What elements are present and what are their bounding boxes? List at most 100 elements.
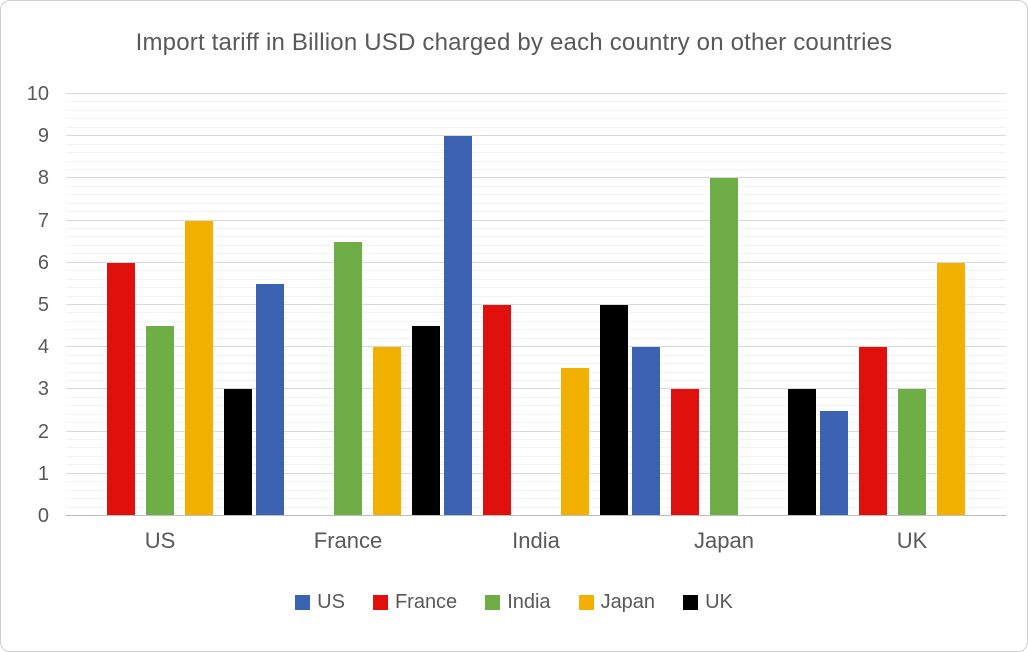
x-axis: US France India Japan UK [66, 528, 1006, 558]
y-tick-label: 3 [37, 378, 49, 401]
minor-gridline [66, 498, 1006, 500]
legend-label: France [394, 591, 458, 613]
legend-label: US [317, 591, 345, 613]
minor-gridline [66, 422, 1006, 424]
minor-gridline [66, 152, 1006, 154]
minor-gridline [66, 228, 1006, 230]
bar-uk-on-japan [788, 389, 816, 516]
minor-gridline [66, 211, 1006, 213]
minor-gridline [66, 278, 1006, 280]
bar-us-on-uk [820, 410, 848, 516]
y-tick-label: 0 [37, 505, 49, 527]
minor-gridline [66, 126, 1006, 128]
minor-gridline [66, 506, 1006, 508]
bar-france-on-japan [671, 389, 699, 516]
legend-swatch-icon [485, 595, 501, 610]
major-gridline [66, 261, 1006, 263]
bar-japan-on-france [373, 347, 401, 516]
legend-swatch-icon [578, 595, 594, 610]
minor-gridline [66, 312, 1006, 314]
minor-gridline [66, 379, 1006, 381]
minor-gridline [66, 371, 1006, 373]
bar-group-india [442, 94, 630, 516]
bar-uk-on-india [600, 305, 628, 516]
major-gridline [66, 346, 1006, 348]
bar-us-on-france [256, 283, 284, 516]
y-tick-label: 8 [37, 167, 49, 190]
y-tick-label: 4 [37, 336, 49, 359]
minor-gridline [66, 320, 1006, 322]
minor-gridline [66, 287, 1006, 289]
minor-gridline [66, 244, 1006, 246]
minor-gridline [66, 464, 1006, 466]
x-tick-label-france: France [313, 528, 383, 553]
minor-gridline [66, 160, 1006, 162]
bar-japan-on-india [561, 368, 589, 516]
bar-india-on-uk [898, 389, 926, 516]
bar-japan-on-us [185, 220, 213, 516]
bar-india-on-japan [710, 178, 738, 516]
major-gridline [66, 472, 1006, 474]
legend: US France India Japan UK [1, 591, 1027, 614]
minor-gridline [66, 481, 1006, 483]
legend-swatch-icon [683, 595, 699, 610]
y-tick-label: 7 [37, 209, 49, 232]
legend-label: Japan [600, 591, 656, 613]
legend-item-uk: UK [683, 591, 733, 614]
x-tick-label-uk: UK [896, 528, 928, 553]
major-gridline [66, 135, 1006, 137]
x-tick-label-india: India [512, 528, 560, 553]
legend-swatch-icon [295, 595, 311, 610]
major-gridline [66, 177, 1006, 179]
major-gridline [66, 304, 1006, 305]
plot-area [66, 93, 1006, 516]
y-tick-label: 2 [37, 420, 49, 443]
minor-gridline [66, 295, 1006, 297]
y-tick-label: 1 [37, 462, 49, 485]
chart-title: Import tariff in Billion USD charged by … [135, 29, 893, 56]
minor-gridline [66, 337, 1006, 339]
minor-gridline [66, 168, 1006, 170]
x-tick-label-us: US [144, 528, 176, 553]
major-gridline [66, 430, 1006, 432]
minor-gridline [66, 413, 1006, 415]
legend-item-france: France [372, 591, 458, 614]
bar-japan-on-uk [937, 262, 965, 516]
bar-india-on-us [146, 326, 174, 516]
bar-group-uk [818, 94, 1006, 516]
bar-us-on-japan [632, 347, 660, 516]
minor-gridline [66, 143, 1006, 145]
minor-gridline [66, 329, 1006, 331]
minor-gridline [66, 253, 1006, 255]
bar-group-france [254, 94, 442, 516]
minor-gridline [66, 455, 1006, 457]
minor-gridline [66, 236, 1006, 238]
minor-gridline [66, 194, 1006, 196]
bar-france-on-uk [859, 347, 887, 516]
x-tick-label-japan: Japan [694, 528, 754, 553]
bar-india-on-france [334, 241, 362, 516]
legend-swatch-icon [372, 595, 388, 610]
minor-gridline [66, 396, 1006, 398]
minor-gridline [66, 489, 1006, 491]
bar-us-on-india [444, 136, 472, 516]
bar-group-japan [630, 94, 818, 516]
major-gridline [66, 93, 1006, 94]
legend-item-india: India [485, 591, 551, 614]
bar-france-on-us [107, 262, 135, 516]
minor-gridline [66, 118, 1006, 120]
major-gridline [66, 388, 1006, 390]
minor-gridline [66, 439, 1006, 441]
y-axis: 0 1 2 3 4 5 6 7 8 9 10 [9, 84, 57, 526]
major-gridline [66, 219, 1006, 221]
minor-gridline [66, 109, 1006, 111]
bar-uk-on-us [224, 389, 252, 516]
bar-france-on-india [483, 305, 511, 516]
legend-item-japan: Japan [578, 591, 656, 614]
minor-gridline [66, 270, 1006, 272]
minor-gridline [66, 405, 1006, 407]
y-tick-label: 10 [26, 83, 49, 105]
bars-layer [66, 94, 1006, 516]
bar-group-us [66, 94, 254, 516]
